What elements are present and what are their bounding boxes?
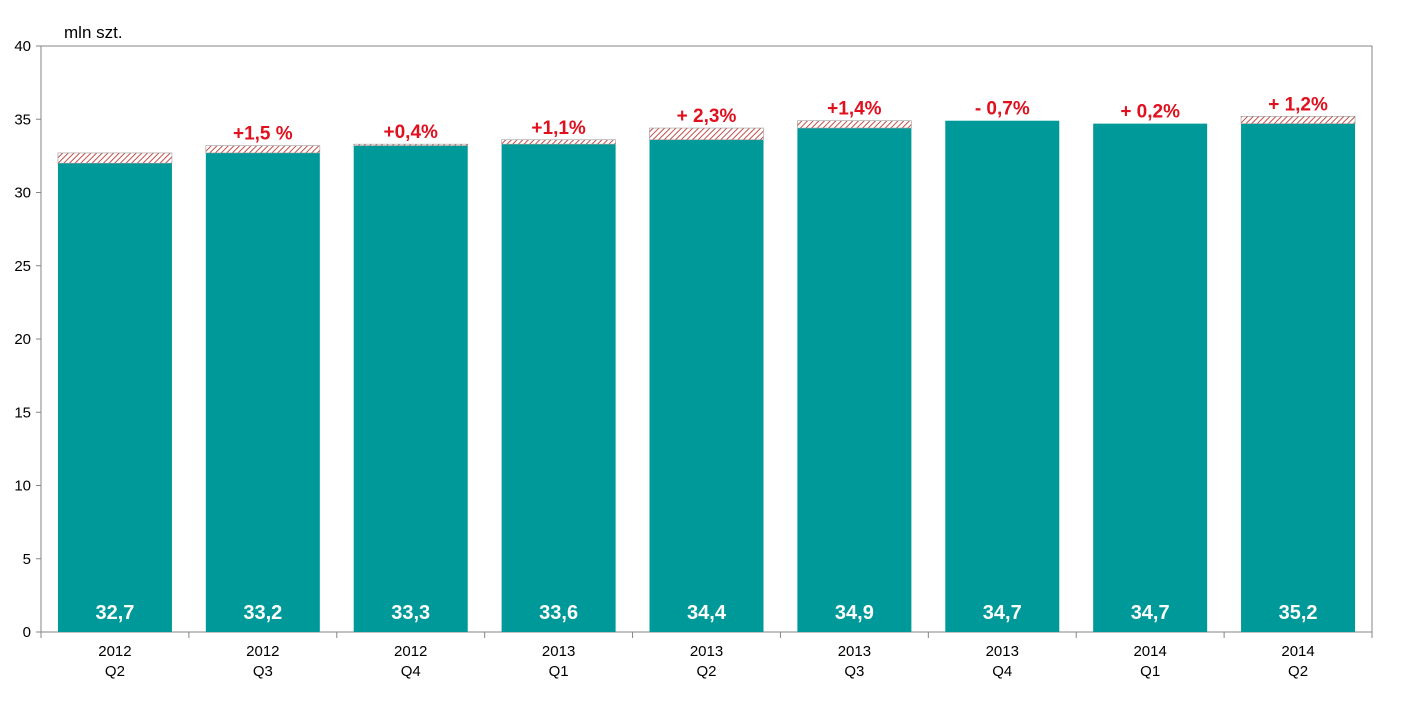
y-tick-label: 15 <box>14 404 31 421</box>
bar-value-label: 34,9 <box>835 602 874 624</box>
x-tick-label-quarter: Q2 <box>1288 663 1308 680</box>
y-tick-label: 5 <box>23 551 31 568</box>
bar-value-label: 34,7 <box>983 602 1022 624</box>
bar <box>501 144 616 632</box>
bar-change-label: + 1,2% <box>1268 94 1328 115</box>
bar-increment-segment <box>205 145 321 154</box>
bar-value-label: 33,3 <box>391 602 430 624</box>
bar-increment-segment <box>501 139 616 145</box>
bar-change-label: +1,4% <box>827 99 882 120</box>
x-tick-label-year: 2012 <box>246 643 279 660</box>
x-tick-label-year: 2013 <box>838 643 871 660</box>
bar-change-label: +1,5 % <box>233 124 293 145</box>
bar-increment-segment <box>649 127 764 141</box>
bar <box>1241 123 1356 633</box>
x-tick-label-quarter: Q2 <box>696 663 716 680</box>
bar-change-label: +0,4% <box>384 122 439 143</box>
bar-change-label: + 0,2% <box>1120 102 1180 123</box>
x-tick-label-quarter: Q2 <box>105 663 125 680</box>
bar-increment-segment <box>1240 116 1356 124</box>
x-tick-label-year: 2013 <box>542 643 575 660</box>
x-tick-label-year: 2012 <box>98 643 131 660</box>
x-tick-label-quarter: Q3 <box>844 663 864 680</box>
bar <box>797 128 912 633</box>
x-tick-label-quarter: Q1 <box>549 663 569 680</box>
bar <box>1093 123 1208 633</box>
bars-layer: 32,7 33,2 +1,5 % 33,3 +0,4% 33,6 +1,1% 34,4 + 2,… <box>57 94 1356 633</box>
y-tick-label: 10 <box>14 478 31 495</box>
bar-change-label: +1,1% <box>531 118 586 139</box>
y-tick-label: 0 <box>23 624 31 641</box>
bar-value-label: 33,2 <box>243 602 282 624</box>
bar-increment-segment <box>57 152 173 164</box>
x-tick-label-year: 2013 <box>986 643 1019 660</box>
bar <box>649 139 764 632</box>
y-tick-label: 30 <box>14 185 31 202</box>
x-tick-label-year: 2013 <box>690 643 723 660</box>
axes-layer: 0 5 10 15 20 25 30 35 40 2012 Q2 2012 Q3 2012 Q4 2013 Q1… <box>14 38 1373 680</box>
x-tick-label-year: 2012 <box>394 643 427 660</box>
bar-change-label: + 2,3% <box>677 106 737 127</box>
x-tick-label-quarter: Q1 <box>1140 663 1160 680</box>
bar <box>945 120 1060 632</box>
bar-value-label: 34,4 <box>687 602 727 624</box>
x-tick-label-year: 2014 <box>1281 643 1314 660</box>
x-tick-label-year: 2014 <box>1133 643 1166 660</box>
bar-increment-segment <box>797 120 912 129</box>
bar <box>353 145 468 632</box>
y-tick-label: 40 <box>14 38 31 55</box>
bar <box>205 152 320 632</box>
bar <box>57 163 172 632</box>
x-tick-label-quarter: Q4 <box>401 663 421 680</box>
x-tick-label-quarter: Q4 <box>992 663 1012 680</box>
y-tick-label: 20 <box>14 331 31 348</box>
bar-value-label: 34,7 <box>1131 602 1170 624</box>
bar-value-label: 33,6 <box>539 602 578 624</box>
bar-change-label: - 0,7% <box>975 99 1030 120</box>
y-tick-label: 35 <box>14 111 31 128</box>
bar-value-label: 32,7 <box>95 602 134 624</box>
bar-value-label: 35,2 <box>1279 602 1318 624</box>
bar-increment-segment <box>353 143 469 146</box>
y-axis-unit-label: mln szt. <box>64 23 123 42</box>
y-tick-label: 25 <box>14 258 31 275</box>
x-tick-label-quarter: Q3 <box>253 663 273 680</box>
